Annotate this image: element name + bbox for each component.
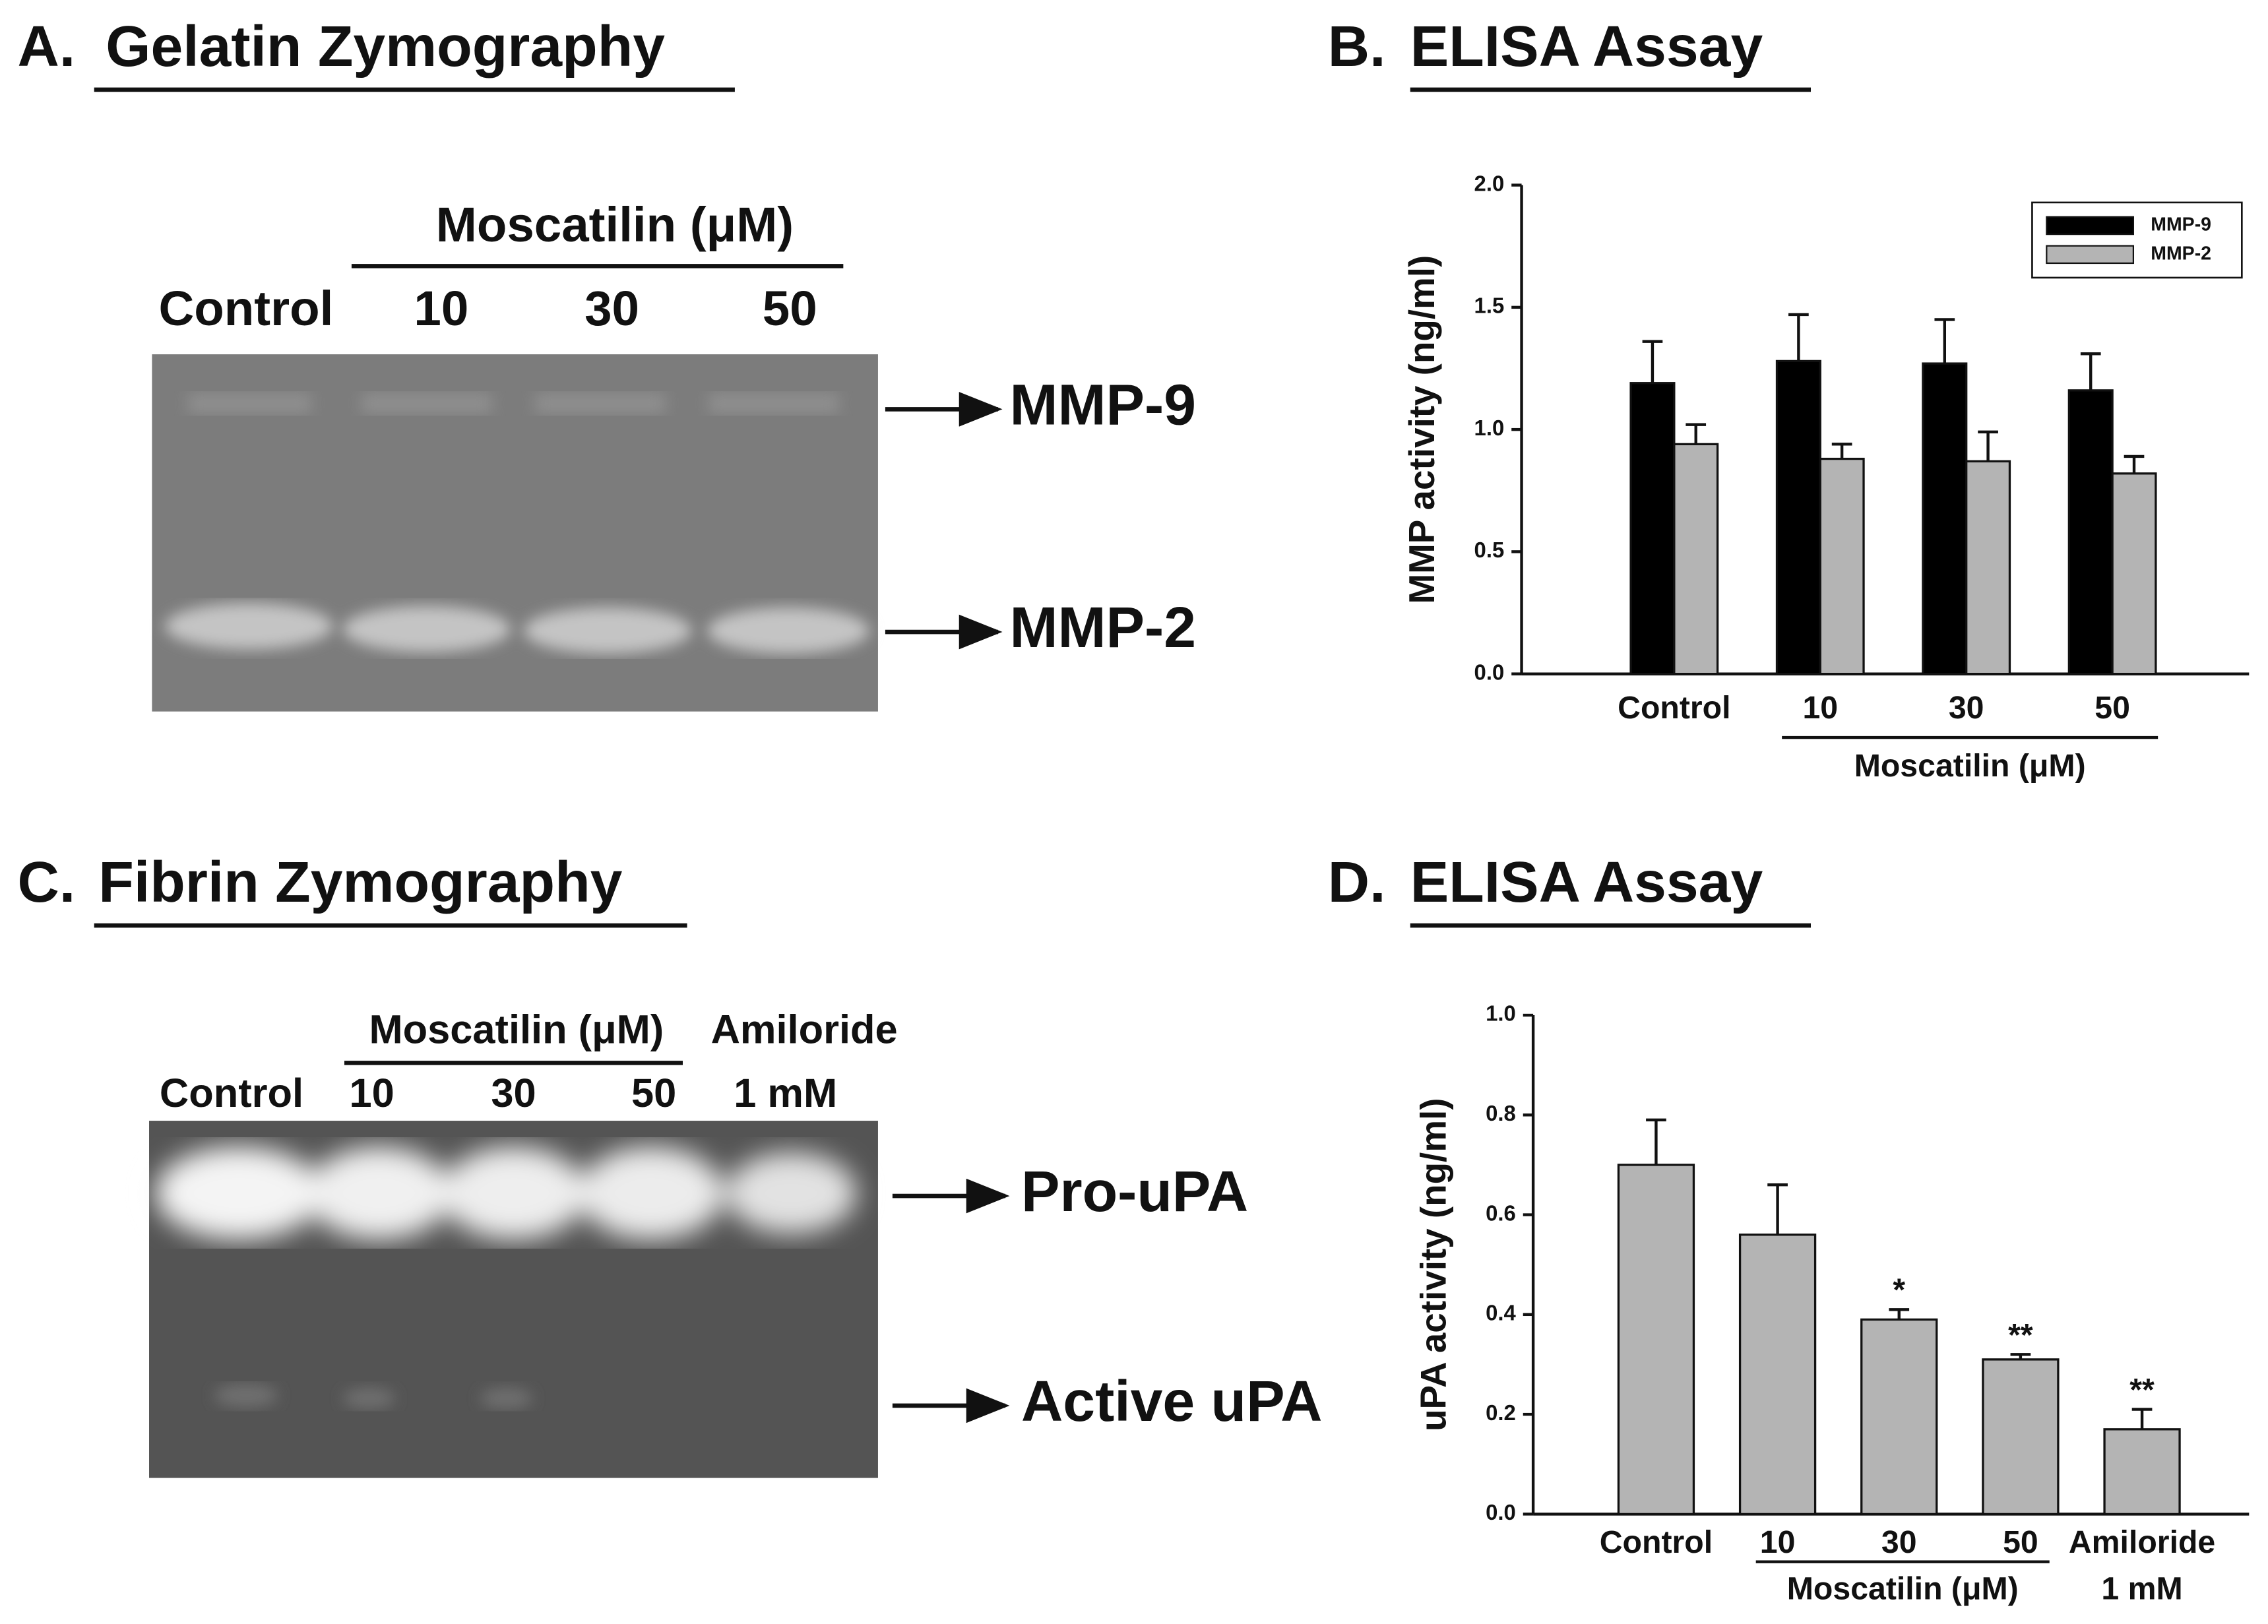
lane-label: 30	[584, 281, 639, 336]
significance-label: **	[2008, 1317, 2033, 1353]
bar	[1965, 460, 2011, 675]
bar	[2103, 1428, 2181, 1516]
y-axis-label: MMP activity (ng/ml)	[1401, 255, 1442, 604]
group-label: Moscatilin (μM)	[436, 197, 794, 252]
extra-label: Amiloride	[711, 1007, 898, 1053]
legend-swatch	[2046, 245, 2135, 265]
x-tick-label: Amiloride	[2069, 1524, 2215, 1560]
panel-c: C. Fibrin Zymography Moscatilin (μM) Ami…	[18, 850, 1322, 1478]
y-tick-label: 0.6	[1486, 1201, 1516, 1225]
panel-title: Fibrin Zymography	[98, 850, 622, 914]
x-tick-label: 30	[1881, 1524, 1917, 1560]
bar	[1617, 1164, 1695, 1516]
y-tick-label: 1.0	[1474, 416, 1505, 440]
group-label: Moscatilin (μM)	[369, 1007, 664, 1053]
bar	[1819, 457, 1865, 675]
band-label: Pro-uPA	[1021, 1159, 1248, 1224]
bar	[1738, 1234, 1817, 1516]
chart: D. ELISA Assay 0.0 0.2 0.4 0.6 0.8 1.0 uPA activ…	[1328, 850, 2250, 1606]
panel-a: A. Gelatin Zymography Moscatilin (μM) Co…	[18, 14, 1196, 712]
y-axis-label: uPA activity (ng/ml)	[1413, 1098, 1454, 1431]
panel-letter: D.	[1328, 850, 1386, 914]
lane-label: 30	[491, 1071, 536, 1116]
gel-image	[149, 1121, 878, 1478]
legend-swatch	[2046, 216, 2135, 235]
x-tick-label: 50	[2095, 690, 2130, 726]
bar	[1922, 362, 1968, 675]
y-tick-label: 2.0	[1474, 171, 1505, 195]
y-tick-label: 1.0	[1486, 1001, 1516, 1026]
group-label: Moscatilin (μM)	[1787, 1571, 2019, 1606]
y-tick-label: 0.5	[1474, 538, 1505, 562]
lane-label: Control	[158, 281, 333, 336]
significance-label: **	[2129, 1372, 2155, 1408]
charts: B. ELISA Assay 0.0 0.5 1.0 1.5 2.0 MMP activity…	[1328, 14, 2250, 1606]
chart: B. ELISA Assay 0.0 0.5 1.0 1.5 2.0 MMP activity…	[1328, 14, 2250, 784]
legend-label: MMP-2	[2151, 243, 2211, 264]
x-tick-label: Control	[1618, 690, 1730, 726]
panel-title: Gelatin Zymography	[106, 14, 665, 78]
legend-label: MMP-9	[2151, 214, 2211, 235]
lane-label: 10	[414, 281, 468, 336]
gel-image	[152, 354, 878, 712]
y-tick-label: 0.8	[1486, 1101, 1516, 1125]
chart-title: ELISA Assay	[1410, 850, 1763, 914]
bar	[1860, 1318, 1938, 1516]
x-tick-label: 10	[1760, 1524, 1796, 1560]
y-tick-label: 1.5	[1474, 294, 1505, 318]
band-label: MMP-2	[1009, 595, 1196, 660]
bar	[1673, 443, 1719, 675]
significance-label: *	[1893, 1272, 1905, 1308]
lane-label: 10	[349, 1071, 394, 1116]
lane-label: 50	[763, 281, 817, 336]
x-tick-label: 10	[1802, 690, 1838, 726]
chart-title: ELISA Assay	[1410, 14, 1763, 78]
bar	[2111, 472, 2157, 675]
group-label: Moscatilin (μM)	[1854, 748, 2086, 784]
band-label: Active uPA	[1021, 1369, 1322, 1433]
band-label: MMP-9	[1009, 373, 1196, 437]
panel-letter: B.	[1328, 14, 1386, 78]
y-tick-label: 0.2	[1486, 1400, 1516, 1425]
lane-label: 50	[631, 1071, 676, 1116]
x-tick-label: Control	[1600, 1524, 1713, 1560]
bar	[1775, 359, 1821, 675]
bar	[1629, 382, 1676, 675]
legend-box	[2031, 201, 2243, 279]
panel-letter: A.	[18, 14, 76, 78]
x-tick-label: 30	[1949, 690, 1984, 726]
y-tick-label: 0.4	[1486, 1301, 1516, 1325]
panel-letter: C.	[18, 850, 76, 914]
lane-label: 1 mM	[734, 1071, 837, 1116]
dose-label: 1 mM	[2101, 1571, 2182, 1606]
bar	[1982, 1358, 2060, 1516]
bar	[2067, 389, 2114, 675]
y-tick-label: 0.0	[1474, 660, 1505, 684]
x-tick-label: 50	[2003, 1524, 2038, 1560]
y-tick-label: 0.0	[1486, 1500, 1516, 1524]
lane-label: Control	[160, 1071, 303, 1116]
